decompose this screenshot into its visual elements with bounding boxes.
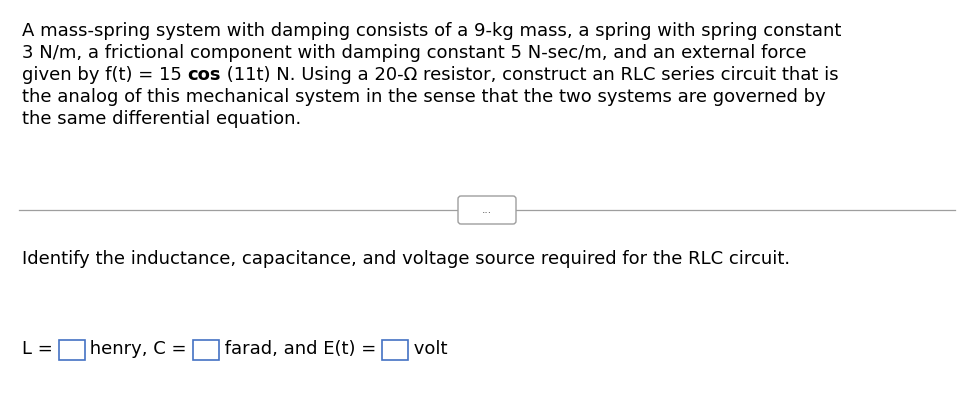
Text: 3 N/m, a frictional component with damping constant 5 N-sec/m, and an external f: 3 N/m, a frictional component with dampi… (22, 44, 806, 62)
Text: henry, C =: henry, C = (85, 340, 193, 358)
FancyBboxPatch shape (193, 340, 219, 360)
Text: A mass-spring system with damping consists of a 9-kg mass, a spring with spring : A mass-spring system with damping consis… (22, 22, 842, 40)
Text: Identify the inductance, capacitance, and voltage source required for the RLC ci: Identify the inductance, capacitance, an… (22, 250, 790, 268)
Text: the same differential equation.: the same differential equation. (22, 110, 301, 128)
Text: (11t) N. Using a 20-Ω resistor, construct an RLC series circuit that is: (11t) N. Using a 20-Ω resistor, construc… (221, 66, 839, 84)
Text: farad, and E(t) =: farad, and E(t) = (219, 340, 382, 358)
Text: cos: cos (188, 66, 221, 84)
FancyBboxPatch shape (58, 340, 85, 360)
FancyBboxPatch shape (458, 196, 516, 224)
Text: given by f(t) = 15: given by f(t) = 15 (22, 66, 188, 84)
Text: ...: ... (482, 205, 492, 215)
Text: L =: L = (22, 340, 58, 358)
FancyBboxPatch shape (382, 340, 408, 360)
Text: volt: volt (408, 340, 447, 358)
Text: the analog of this mechanical system in the sense that the two systems are gover: the analog of this mechanical system in … (22, 88, 826, 106)
